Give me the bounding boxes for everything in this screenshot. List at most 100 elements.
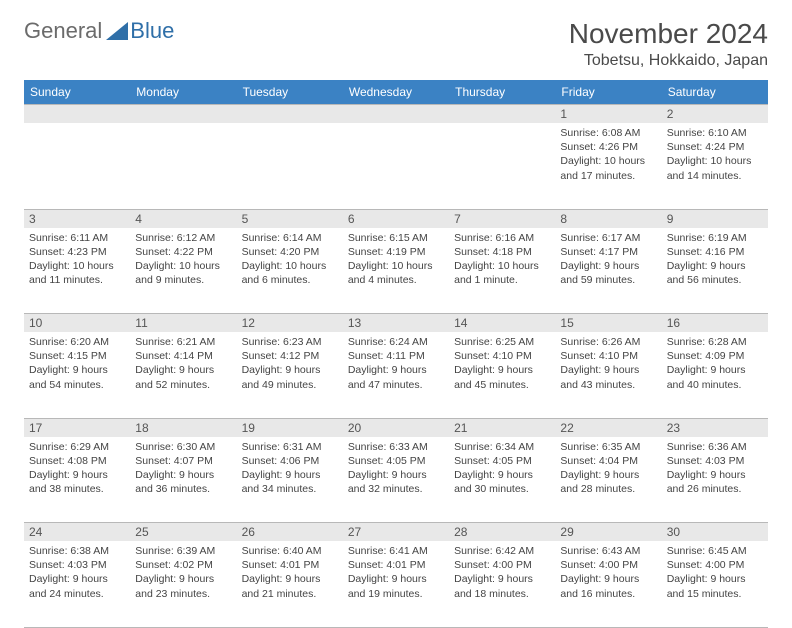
day-cell: Sunrise: 6:10 AMSunset: 4:24 PMDaylight:… xyxy=(662,123,768,209)
day-header: Wednesday xyxy=(343,80,449,105)
day-number-cell xyxy=(449,105,555,124)
sunrise-text: Sunrise: 6:25 AM xyxy=(454,335,550,349)
daylight-text: Daylight: 10 hours and 11 minutes. xyxy=(29,259,125,287)
day-number-cell: 1 xyxy=(555,105,661,124)
day-number-cell: 18 xyxy=(130,418,236,437)
day-cell xyxy=(343,123,449,209)
day-cell: Sunrise: 6:36 AMSunset: 4:03 PMDaylight:… xyxy=(662,437,768,523)
sunrise-text: Sunrise: 6:24 AM xyxy=(348,335,444,349)
day-number-cell: 19 xyxy=(237,418,343,437)
day-header: Thursday xyxy=(449,80,555,105)
daylight-text: Daylight: 9 hours and 36 minutes. xyxy=(135,468,231,496)
day-number-cell: 16 xyxy=(662,314,768,333)
day-number-cell xyxy=(343,105,449,124)
day-cell: Sunrise: 6:17 AMSunset: 4:17 PMDaylight:… xyxy=(555,228,661,314)
day-cell: Sunrise: 6:11 AMSunset: 4:23 PMDaylight:… xyxy=(24,228,130,314)
day-cell xyxy=(449,123,555,209)
day-number-cell: 28 xyxy=(449,523,555,542)
daylight-text: Daylight: 9 hours and 28 minutes. xyxy=(560,468,656,496)
sunrise-text: Sunrise: 6:23 AM xyxy=(242,335,338,349)
sunrise-text: Sunrise: 6:17 AM xyxy=(560,231,656,245)
week-row: Sunrise: 6:11 AMSunset: 4:23 PMDaylight:… xyxy=(24,228,768,314)
sunset-text: Sunset: 4:04 PM xyxy=(560,454,656,468)
day-cell: Sunrise: 6:42 AMSunset: 4:00 PMDaylight:… xyxy=(449,541,555,627)
daylight-text: Daylight: 10 hours and 9 minutes. xyxy=(135,259,231,287)
day-cell: Sunrise: 6:08 AMSunset: 4:26 PMDaylight:… xyxy=(555,123,661,209)
logo-text-1: General xyxy=(24,18,102,44)
sunrise-text: Sunrise: 6:20 AM xyxy=(29,335,125,349)
day-number-cell: 24 xyxy=(24,523,130,542)
day-cell: Sunrise: 6:26 AMSunset: 4:10 PMDaylight:… xyxy=(555,332,661,418)
sunset-text: Sunset: 4:26 PM xyxy=(560,140,656,154)
day-number-cell: 10 xyxy=(24,314,130,333)
day-cell: Sunrise: 6:15 AMSunset: 4:19 PMDaylight:… xyxy=(343,228,449,314)
day-cell: Sunrise: 6:41 AMSunset: 4:01 PMDaylight:… xyxy=(343,541,449,627)
day-number-cell: 21 xyxy=(449,418,555,437)
daylight-text: Daylight: 9 hours and 15 minutes. xyxy=(667,572,763,600)
day-cell: Sunrise: 6:19 AMSunset: 4:16 PMDaylight:… xyxy=(662,228,768,314)
sunrise-text: Sunrise: 6:21 AM xyxy=(135,335,231,349)
sunrise-text: Sunrise: 6:12 AM xyxy=(135,231,231,245)
day-header: Tuesday xyxy=(237,80,343,105)
day-number-cell: 27 xyxy=(343,523,449,542)
day-cell xyxy=(237,123,343,209)
daylight-text: Daylight: 9 hours and 56 minutes. xyxy=(667,259,763,287)
sunset-text: Sunset: 4:00 PM xyxy=(454,558,550,572)
day-header: Sunday xyxy=(24,80,130,105)
daylight-text: Daylight: 10 hours and 14 minutes. xyxy=(667,154,763,182)
day-number-cell: 30 xyxy=(662,523,768,542)
day-cell: Sunrise: 6:30 AMSunset: 4:07 PMDaylight:… xyxy=(130,437,236,523)
day-cell: Sunrise: 6:40 AMSunset: 4:01 PMDaylight:… xyxy=(237,541,343,627)
day-number-cell: 7 xyxy=(449,209,555,228)
day-number-cell: 8 xyxy=(555,209,661,228)
daylight-text: Daylight: 9 hours and 18 minutes. xyxy=(454,572,550,600)
calendar-table: SundayMondayTuesdayWednesdayThursdayFrid… xyxy=(24,80,768,628)
sunrise-text: Sunrise: 6:41 AM xyxy=(348,544,444,558)
day-number-cell: 4 xyxy=(130,209,236,228)
sunset-text: Sunset: 4:05 PM xyxy=(454,454,550,468)
daylight-text: Daylight: 9 hours and 26 minutes. xyxy=(667,468,763,496)
day-cell: Sunrise: 6:31 AMSunset: 4:06 PMDaylight:… xyxy=(237,437,343,523)
daylight-text: Daylight: 9 hours and 52 minutes. xyxy=(135,363,231,391)
sunrise-text: Sunrise: 6:29 AM xyxy=(29,440,125,454)
day-cell: Sunrise: 6:23 AMSunset: 4:12 PMDaylight:… xyxy=(237,332,343,418)
sunset-text: Sunset: 4:03 PM xyxy=(29,558,125,572)
day-cell: Sunrise: 6:29 AMSunset: 4:08 PMDaylight:… xyxy=(24,437,130,523)
sunset-text: Sunset: 4:17 PM xyxy=(560,245,656,259)
day-number-cell: 17 xyxy=(24,418,130,437)
daylight-text: Daylight: 9 hours and 16 minutes. xyxy=(560,572,656,600)
daylight-text: Daylight: 9 hours and 54 minutes. xyxy=(29,363,125,391)
logo-triangle-icon xyxy=(106,22,128,40)
day-number-cell: 15 xyxy=(555,314,661,333)
sunset-text: Sunset: 4:07 PM xyxy=(135,454,231,468)
daylight-text: Daylight: 9 hours and 45 minutes. xyxy=(454,363,550,391)
sunset-text: Sunset: 4:05 PM xyxy=(348,454,444,468)
day-number-cell: 12 xyxy=(237,314,343,333)
day-number-cell xyxy=(237,105,343,124)
day-header-row: SundayMondayTuesdayWednesdayThursdayFrid… xyxy=(24,80,768,105)
sunset-text: Sunset: 4:01 PM xyxy=(242,558,338,572)
day-number-cell: 25 xyxy=(130,523,236,542)
sunset-text: Sunset: 4:24 PM xyxy=(667,140,763,154)
day-number-cell: 22 xyxy=(555,418,661,437)
sunset-text: Sunset: 4:08 PM xyxy=(29,454,125,468)
sunset-text: Sunset: 4:20 PM xyxy=(242,245,338,259)
sunset-text: Sunset: 4:00 PM xyxy=(560,558,656,572)
sunset-text: Sunset: 4:23 PM xyxy=(29,245,125,259)
sunrise-text: Sunrise: 6:11 AM xyxy=(29,231,125,245)
sunset-text: Sunset: 4:01 PM xyxy=(348,558,444,572)
daylight-text: Daylight: 9 hours and 43 minutes. xyxy=(560,363,656,391)
day-cell: Sunrise: 6:21 AMSunset: 4:14 PMDaylight:… xyxy=(130,332,236,418)
day-number-cell: 9 xyxy=(662,209,768,228)
day-cell: Sunrise: 6:38 AMSunset: 4:03 PMDaylight:… xyxy=(24,541,130,627)
day-number-cell: 2 xyxy=(662,105,768,124)
day-header: Saturday xyxy=(662,80,768,105)
sunrise-text: Sunrise: 6:39 AM xyxy=(135,544,231,558)
sunset-text: Sunset: 4:00 PM xyxy=(667,558,763,572)
sunrise-text: Sunrise: 6:36 AM xyxy=(667,440,763,454)
day-cell: Sunrise: 6:35 AMSunset: 4:04 PMDaylight:… xyxy=(555,437,661,523)
day-number-cell: 5 xyxy=(237,209,343,228)
day-cell: Sunrise: 6:14 AMSunset: 4:20 PMDaylight:… xyxy=(237,228,343,314)
title-block: November 2024 Tobetsu, Hokkaido, Japan xyxy=(569,18,768,70)
week-row: Sunrise: 6:08 AMSunset: 4:26 PMDaylight:… xyxy=(24,123,768,209)
